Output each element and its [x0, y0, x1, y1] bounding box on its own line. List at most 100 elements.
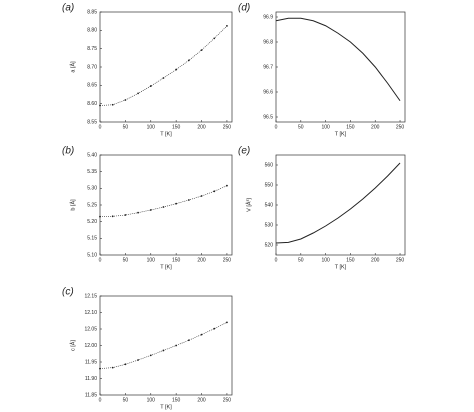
- y-tick-label: 550: [265, 182, 274, 188]
- data-point: [99, 367, 101, 370]
- y-tick-label: 12.05: [84, 326, 97, 332]
- data-point: [213, 327, 216, 330]
- data-point: [213, 37, 216, 40]
- y-tick-label: 12.15: [84, 293, 97, 299]
- data-point: [200, 195, 203, 197]
- y-axis-label: a [Å]: [69, 61, 76, 73]
- y-tick-label: 96.9: [263, 14, 273, 20]
- data-point: [137, 92, 139, 95]
- y-tick-label: 5.15: [87, 236, 97, 242]
- x-axis-label: T [K]: [160, 264, 172, 270]
- data-line: [99, 322, 228, 369]
- y-tick-label: 96.7: [263, 64, 273, 70]
- x-tick-label: 200: [197, 257, 206, 263]
- y-tick-label: 560: [265, 162, 274, 168]
- x-tick-label: 150: [346, 124, 355, 130]
- x-axis-label: T [K]: [335, 131, 347, 137]
- x-tick-label: 100: [147, 124, 156, 130]
- data-point: [149, 209, 152, 211]
- data-point: [149, 354, 152, 357]
- x-tick-label: 100: [321, 124, 330, 130]
- plot-label: (d): [238, 3, 250, 14]
- x-tick-label: 250: [223, 257, 232, 263]
- y-tick-label: 11.90: [85, 376, 97, 382]
- data-point: [175, 68, 178, 71]
- x-tick-label: 50: [123, 257, 129, 263]
- x-tick-label: 50: [298, 124, 304, 130]
- x-axis-label: T [K]: [335, 264, 347, 270]
- x-tick-label: 50: [298, 257, 304, 263]
- y-tick-label: 8.80: [87, 28, 97, 34]
- x-axis-label: T [K]: [160, 131, 172, 137]
- plot-label: (b): [62, 146, 74, 157]
- x-tick-label: 50: [123, 124, 129, 130]
- y-axis-label: b [Å]: [69, 199, 76, 211]
- y-tick-label: 530: [265, 222, 274, 228]
- plot-label: (a): [62, 3, 74, 14]
- data-point: [124, 363, 127, 366]
- x-tick-label: 100: [321, 257, 330, 263]
- x-tick-label: 150: [346, 257, 355, 263]
- y-tick-label: 5.30: [87, 186, 97, 192]
- y-tick-label: 5.40: [87, 152, 97, 158]
- x-tick-label: 0: [99, 124, 102, 130]
- y-tick-label: 540: [265, 202, 274, 208]
- x-axis-label: T [K]: [160, 404, 172, 410]
- y-tick-label: 12.10: [84, 310, 97, 316]
- x-tick-label: 0: [275, 124, 278, 130]
- x-tick-label: 0: [99, 257, 102, 263]
- data-point: [226, 184, 228, 187]
- y-tick-label: 96.6: [263, 89, 273, 95]
- plot-frame: [99, 154, 233, 256]
- y-tick-label: 11.85: [85, 392, 97, 398]
- data-point: [111, 215, 114, 218]
- data-point: [187, 59, 190, 62]
- plot-label: (e): [238, 146, 250, 157]
- x-tick-label: 250: [396, 124, 405, 130]
- data-line: [275, 162, 401, 244]
- data-point: [200, 49, 203, 52]
- x-tick-label: 100: [147, 397, 156, 403]
- x-tick-label: 200: [197, 124, 206, 130]
- data-point: [149, 85, 152, 87]
- data-point: [187, 199, 190, 201]
- data-point: [226, 321, 228, 324]
- x-tick-label: 150: [172, 397, 181, 403]
- data-point: [124, 99, 127, 101]
- y-tick-label: 8.70: [87, 64, 97, 70]
- y-tick-label: 5.25: [87, 202, 97, 208]
- y-tick-label: 11.95: [85, 359, 97, 365]
- data-point: [175, 202, 178, 205]
- data-line: [99, 25, 228, 106]
- y-tick-label: 5.10: [87, 252, 97, 258]
- y-tick-label: 5.20: [87, 219, 97, 225]
- y-tick-label: 520: [265, 242, 274, 248]
- x-tick-label: 150: [172, 257, 181, 263]
- plot-frame: [275, 11, 406, 123]
- data-point: [226, 25, 228, 27]
- x-tick-label: 0: [99, 397, 102, 403]
- x-tick-label: 250: [223, 397, 232, 403]
- x-tick-label: 150: [172, 124, 181, 130]
- x-tick-label: 250: [223, 124, 232, 130]
- y-axis-label: c [Å]: [69, 340, 76, 351]
- y-axis-label: V [Å³]: [245, 198, 252, 212]
- data-point: [137, 211, 139, 214]
- data-point: [162, 349, 165, 352]
- data-point: [124, 214, 127, 216]
- plot-frame: [99, 11, 233, 123]
- data-point: [162, 206, 165, 208]
- plot-frame: [99, 295, 233, 396]
- y-tick-label: 8.85: [87, 9, 97, 15]
- y-tick-label: 8.65: [87, 83, 97, 89]
- y-tick-label: 12.00: [84, 343, 97, 349]
- y-tick-label: 96.5: [263, 114, 273, 120]
- plot-label: (c): [62, 287, 74, 298]
- data-point: [187, 339, 190, 342]
- x-tick-label: 50: [123, 397, 129, 403]
- x-tick-label: 100: [147, 257, 156, 263]
- y-tick-label: 8.75: [87, 46, 97, 52]
- x-tick-label: 200: [371, 124, 380, 130]
- y-tick-label: 96.8: [263, 39, 273, 45]
